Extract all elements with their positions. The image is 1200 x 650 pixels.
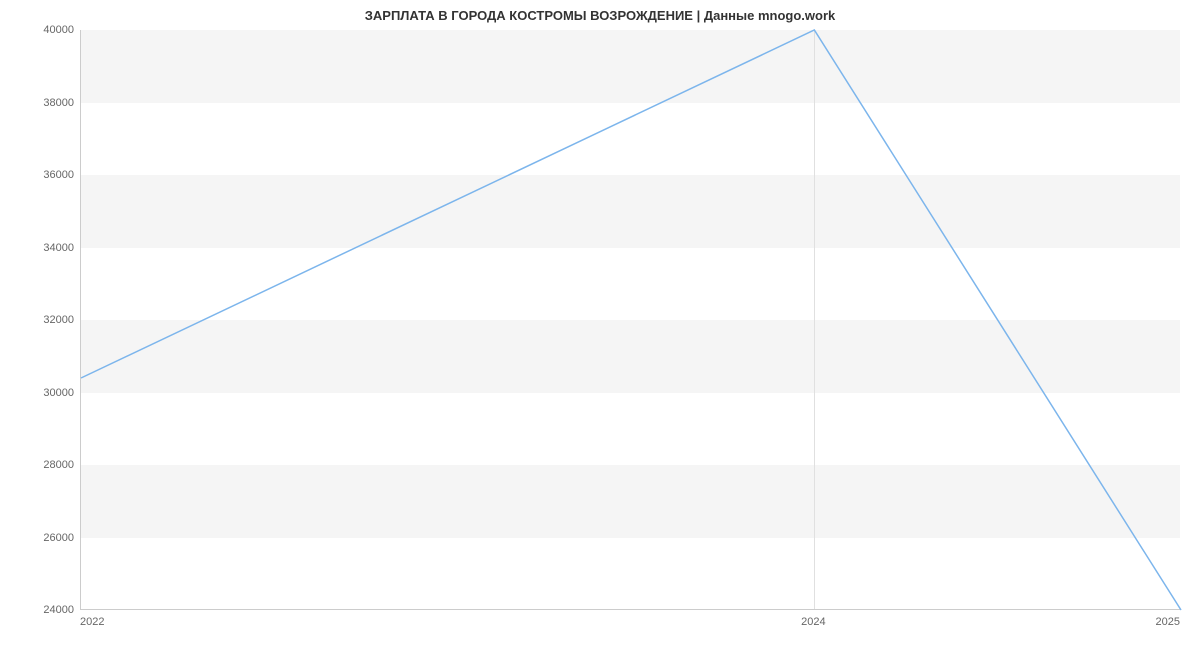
y-tick-label: 30000 — [43, 387, 74, 399]
y-tick-label: 36000 — [43, 169, 74, 181]
y-tick-label: 24000 — [43, 604, 74, 616]
line-series — [81, 30, 1181, 610]
y-tick-label: 38000 — [43, 97, 74, 109]
x-tick-label: 2022 — [80, 616, 104, 628]
y-tick-label: 32000 — [43, 314, 74, 326]
x-tick-label: 2024 — [801, 616, 825, 628]
chart-title: ЗАРПЛАТА В ГОРОДА КОСТРОМЫ ВОЗРОЖДЕНИЕ |… — [0, 0, 1200, 23]
y-tick-label: 28000 — [43, 459, 74, 471]
y-tick-label: 40000 — [43, 24, 74, 36]
chart-container: 2400026000280003000032000340003600038000… — [80, 30, 1180, 610]
line-series-svg — [81, 30, 1181, 610]
plot-area — [80, 30, 1180, 610]
x-tick-label: 2025 — [1156, 616, 1180, 628]
y-tick-label: 26000 — [43, 532, 74, 544]
y-tick-label: 34000 — [43, 242, 74, 254]
